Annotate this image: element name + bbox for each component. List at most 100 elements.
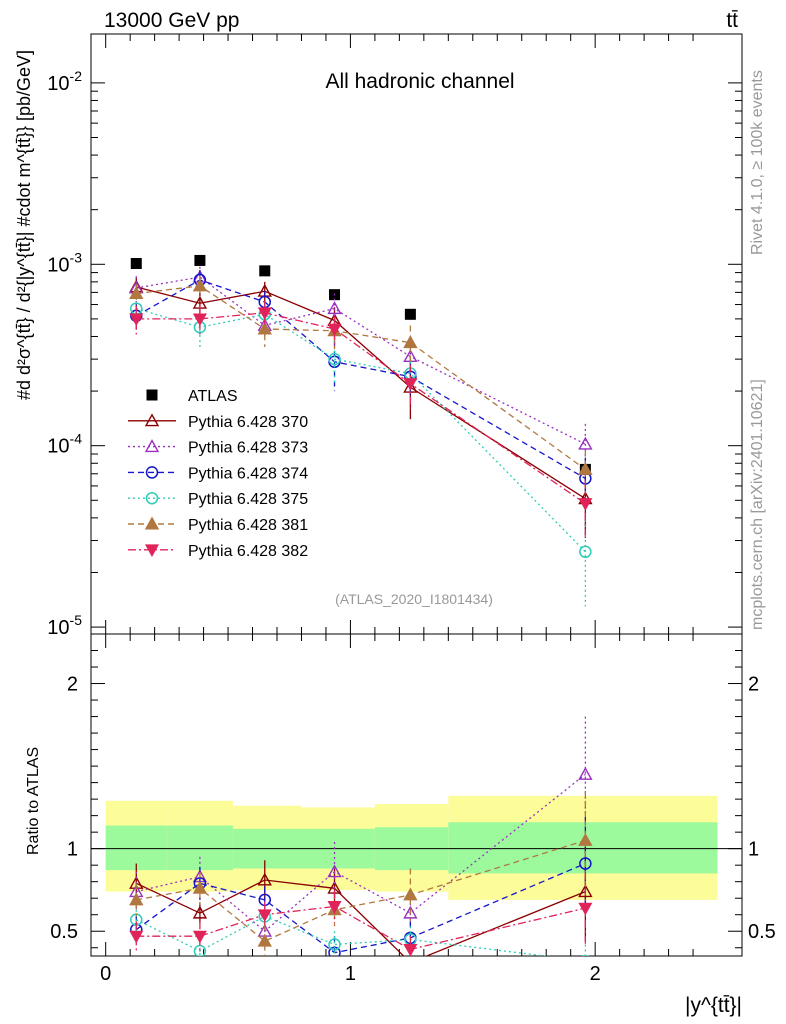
ratio-data [129,716,593,956]
ratio-ytick-label-left: 0.5 [50,921,78,943]
series-line [136,307,586,553]
ratio-data-point [579,857,592,870]
ratio-series-line [135,862,586,954]
ratio-ytick-label-left: 1 [67,839,78,861]
x-axis-label: |y^{tt̄}| [685,994,742,1017]
ratio-bands [91,795,742,900]
legend-marker [145,491,159,505]
ratio-data-point [578,884,593,898]
series-line [136,286,586,500]
ratio-series-line [136,773,586,933]
ratio-ytick-label-right: 1 [748,839,759,861]
mcplots-label: mcplots.cern.ch [arXiv:2401.10621] [749,379,766,630]
ratio-series-5 [129,871,593,956]
legend-item-3: Pythia 6.428 374 [128,465,308,482]
ratio-data-point [129,892,144,906]
legend: ATLAS Pythia 6.428 370 Pythia 6.428 373 Pyt… [128,388,308,560]
legend-label: Pythia 6.428 370 [188,414,308,431]
data-point [129,313,144,327]
band-inner [105,825,167,871]
ratio-data-point [327,864,342,878]
data-point [194,254,206,266]
data-point [192,278,208,292]
data-point [257,307,272,321]
ratio-series-line [136,879,586,956]
series-line [136,276,586,445]
ratio-data-point [257,872,272,886]
ratio-ytick-label-left: 2 [67,674,78,696]
data-point [404,308,416,320]
series-line [136,312,586,505]
ratio-series-line [136,839,586,942]
data-point [403,335,418,349]
legend-label: Pythia 6.428 381 [188,517,308,534]
ratio-data-point [192,905,208,919]
ratio-data-point [403,943,418,956]
ratio-data-point [257,933,272,947]
data-point [259,265,271,277]
ratio-series-line [136,905,586,951]
series-line [135,279,586,479]
ratio-data-point [578,902,593,916]
data-point [130,258,142,270]
main-data [129,254,593,607]
data-point [578,436,593,450]
ratio-data-point [578,766,593,780]
process-label: tt̄ [726,9,738,32]
ytick-label: 10-2 [47,68,82,95]
data-point [257,321,272,335]
series-6 [129,300,593,536]
legend-marker [146,389,158,401]
ratio-axes: 0 1 2 2 2 1 1 0.5 0.5 [50,634,776,985]
ytick-exponent: -3 [70,249,83,265]
ratio-data-point [328,938,341,951]
legend-item-6: Pythia 6.428 382 [128,543,308,560]
ratio-series-group [129,716,593,956]
data-point [327,301,342,315]
ytick-label: 10-3 [47,249,82,276]
ratio-panel-frame [90,633,743,957]
data-point [579,545,592,559]
energy-label: 13000 GeV pp [104,9,239,32]
series-line [136,285,586,470]
data-point [403,378,418,391]
ratio-ytick-label-right: 0.5 [748,921,776,943]
legend-label: Pythia 6.428 374 [188,465,308,482]
legend-label: ATLAS [188,388,238,405]
ratio-series-4 [129,790,593,956]
main-title: All hadronic channel [325,70,514,93]
ratio-data-point [192,880,208,894]
ratio-data-point [129,930,144,944]
ratio-series-line [135,915,551,956]
main-ylabel: #d d²σ^{tt̄} / d²{|y^{tt̄}| #cdot m^{tt̄… [14,50,34,400]
ytick-exponent: -5 [70,612,83,628]
ytick-label: 10-4 [47,431,82,458]
data-point [129,286,144,300]
analysis-watermark: (ATLAS_2020_I1801434) [335,591,493,607]
legend-item-0: ATLAS [146,388,238,405]
legend-item-2: Pythia 6.428 373 [128,439,308,457]
legend-marker [145,466,159,479]
ratio-data-point [578,832,593,846]
ratio-data-point [327,901,342,914]
ratio-data-point [409,955,411,956]
xtick-label: 1 [345,963,356,985]
ratio-data-point [403,905,418,919]
ratio-data-point [581,954,590,956]
legend-marker [144,544,160,558]
legend-item-4: Pythia 6.428 375 [128,491,308,508]
ratio-data-point [403,887,418,901]
ratio-data-point [193,944,207,956]
data-point [327,323,342,337]
ratio-data-point [257,909,272,922]
ytick-exponent: -4 [70,431,83,447]
xtick-label: 0 [100,963,111,985]
legend-label: Pythia 6.428 373 [188,440,308,457]
xtick-label: 2 [590,963,601,985]
data-point [578,461,593,475]
data-point [578,498,593,511]
legend-item-5: Pythia 6.428 381 [128,516,308,534]
band-inner [448,822,718,874]
rivet-label: Rivet 4.1.0, ≥ 100k events [749,70,766,255]
